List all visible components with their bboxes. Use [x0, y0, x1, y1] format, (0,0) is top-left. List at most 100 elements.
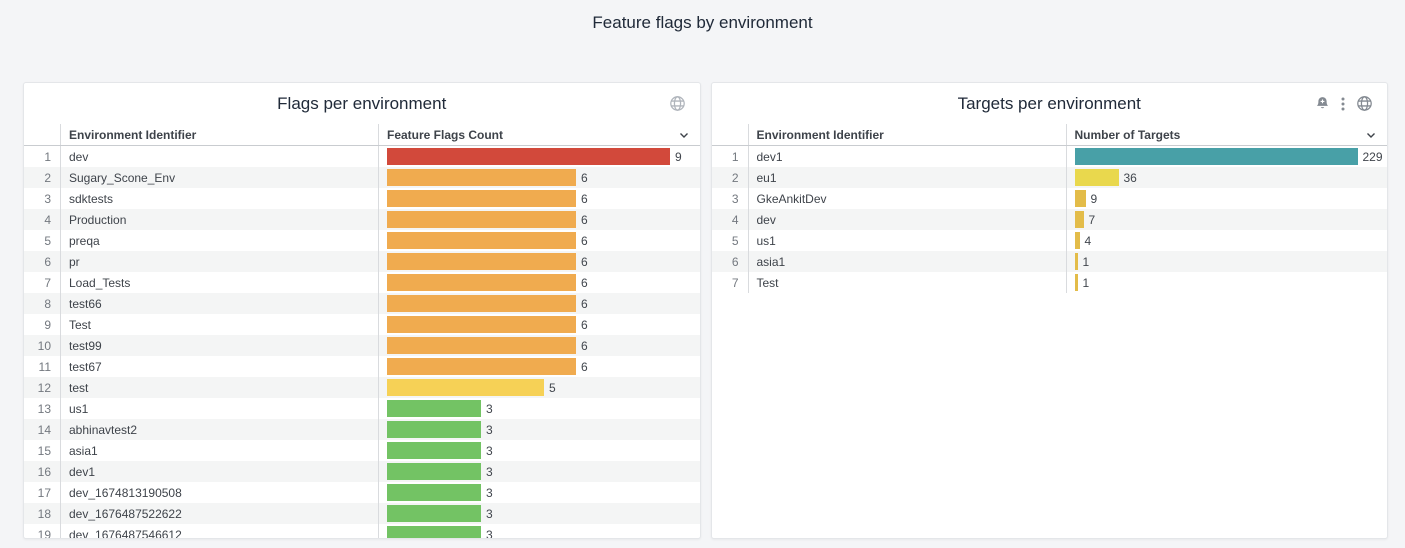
- targets-table: Environment Identifier Number of Targets…: [711, 124, 1388, 293]
- row-number: 19: [37, 527, 51, 539]
- column-header-label: Feature Flags Count: [387, 127, 504, 142]
- row-number: 17: [37, 485, 51, 500]
- environment-identifier-cell: asia1: [60, 440, 378, 461]
- bar-gauge: [387, 442, 481, 459]
- table-row: 4 Production 6: [24, 209, 700, 230]
- bar-gauge-cell: 3: [378, 524, 700, 539]
- table-header-row: Environment Identifier Feature Flags Cou…: [24, 124, 700, 146]
- bar-value-label: 3: [486, 527, 493, 539]
- row-number: 7: [731, 275, 739, 290]
- bar-value-label: 229: [1362, 149, 1383, 164]
- bar-value-label: 9: [1090, 191, 1098, 206]
- row-number: 2: [44, 170, 51, 185]
- column-header-label: Number of Targets: [1074, 127, 1181, 142]
- bar-value-label: 1: [1082, 275, 1090, 290]
- row-number: 3: [44, 191, 51, 206]
- bar-value-label: 6: [581, 317, 588, 332]
- table-header-row: Environment Identifier Number of Targets: [711, 124, 1388, 146]
- environment-identifier-cell: pr: [60, 251, 378, 272]
- table-row: 10 test99 6: [24, 335, 700, 356]
- panels-row: Flags per environment Environment Identi…: [23, 82, 1388, 539]
- chevron-down-icon[interactable]: [1365, 129, 1377, 141]
- column-header-environment-identifier[interactable]: Environment Identifier: [60, 124, 378, 145]
- chevron-down-icon[interactable]: [678, 129, 690, 141]
- panel-targets-per-environment: Targets per environment: [710, 82, 1388, 539]
- bar-gauge-cell: 6: [378, 272, 700, 293]
- row-number: 8: [44, 296, 51, 311]
- globe-icon[interactable]: [1356, 95, 1373, 112]
- bell-plus-icon[interactable]: [1315, 96, 1330, 112]
- bar-gauge: [387, 148, 670, 165]
- bar-value-label: 6: [581, 233, 588, 248]
- row-number: 7: [44, 275, 51, 290]
- row-number: 11: [38, 359, 51, 374]
- environment-identifier-cell: test66: [60, 293, 378, 314]
- panel-title: Targets per environment: [957, 93, 1141, 113]
- panel-header-icons: [669, 83, 686, 124]
- table-row: 1 dev1 229: [712, 146, 1388, 167]
- row-number: 12: [37, 380, 51, 395]
- row-number: 4: [44, 212, 51, 227]
- table-row: 2 Sugary_Scone_Env 6: [24, 167, 700, 188]
- bar-gauge-cell: 6: [378, 188, 700, 209]
- table-row: 3 GkeAnkitDev 9: [712, 188, 1388, 209]
- bar-gauge-cell: 6: [378, 167, 700, 188]
- environment-identifier-cell: eu1: [747, 167, 1066, 188]
- bar-value-label: 36: [1123, 170, 1137, 185]
- panel-title: Flags per environment: [277, 93, 447, 113]
- table-row: 5 us1 4: [712, 230, 1388, 251]
- column-header-environment-identifier[interactable]: Environment Identifier: [747, 124, 1066, 145]
- table-row: 19 dev_1676487546612 3: [24, 524, 700, 539]
- bar-gauge-cell: 1: [1065, 272, 1388, 293]
- table-row: 15 asia1 3: [24, 440, 700, 461]
- table-body: 1 dev 9 2 Sugary_Scone_Env 6 3 sdktests 6 4 Produc…: [24, 146, 700, 539]
- environment-identifier-cell: dev1: [60, 461, 378, 482]
- environment-identifier-cell: dev1: [747, 146, 1066, 167]
- table-row: 18 dev_1676487522622 3: [24, 503, 700, 524]
- bar-gauge: [387, 463, 481, 480]
- panel-header-icons: [1315, 83, 1373, 124]
- table-row: 14 abhinavtest2 3: [24, 419, 700, 440]
- bar-gauge-cell: 3: [378, 503, 700, 524]
- bar-gauge-cell: 3: [378, 482, 700, 503]
- column-header-number-of-targets[interactable]: Number of Targets: [1065, 124, 1388, 145]
- environment-identifier-cell: Production: [60, 209, 378, 230]
- bar-gauge-cell: 6: [378, 230, 700, 251]
- table-row: 8 test66 6: [24, 293, 700, 314]
- environment-identifier-cell: test67: [60, 356, 378, 377]
- environment-identifier-cell: test: [60, 377, 378, 398]
- bar-gauge: [387, 379, 544, 396]
- kebab-menu-icon[interactable]: [1341, 97, 1345, 111]
- row-number: 16: [37, 464, 51, 479]
- bar-value-label: 6: [581, 296, 588, 311]
- bar-gauge: [1074, 274, 1078, 291]
- page-title: Feature flags by environment: [592, 13, 813, 32]
- bar-gauge-cell: 5: [378, 377, 700, 398]
- bar-gauge-cell: 9: [378, 146, 700, 167]
- environment-identifier-cell: test99: [60, 335, 378, 356]
- globe-icon[interactable]: [669, 95, 686, 112]
- row-number: 15: [37, 443, 51, 458]
- bar-gauge: [387, 400, 481, 417]
- bar-gauge: [387, 337, 576, 354]
- table-row: 6 asia1 1: [711, 251, 1387, 272]
- row-number: 6: [731, 254, 739, 269]
- bar-value-label: 6: [581, 212, 588, 227]
- bar-value-label: 3: [486, 443, 493, 458]
- row-number: 18: [37, 506, 51, 521]
- bar-value-label: 6: [581, 254, 588, 269]
- bar-gauge: [387, 484, 481, 501]
- environment-identifier-cell: dev: [747, 209, 1066, 230]
- bar-gauge-cell: 6: [378, 293, 700, 314]
- row-number-column-header: [712, 124, 748, 145]
- bar-gauge-cell: 6: [378, 356, 700, 377]
- bar-gauge: [387, 421, 481, 438]
- column-header-feature-flags-count[interactable]: Feature Flags Count: [378, 124, 700, 145]
- panel-header: Flags per environment: [24, 83, 700, 124]
- bar-gauge: [387, 295, 576, 312]
- table-row: 13 us1 3: [24, 398, 700, 419]
- bar-value-label: 6: [581, 338, 588, 353]
- bar-gauge: [387, 505, 481, 522]
- bar-value-label: 3: [486, 485, 493, 500]
- bar-value-label: 3: [486, 401, 493, 416]
